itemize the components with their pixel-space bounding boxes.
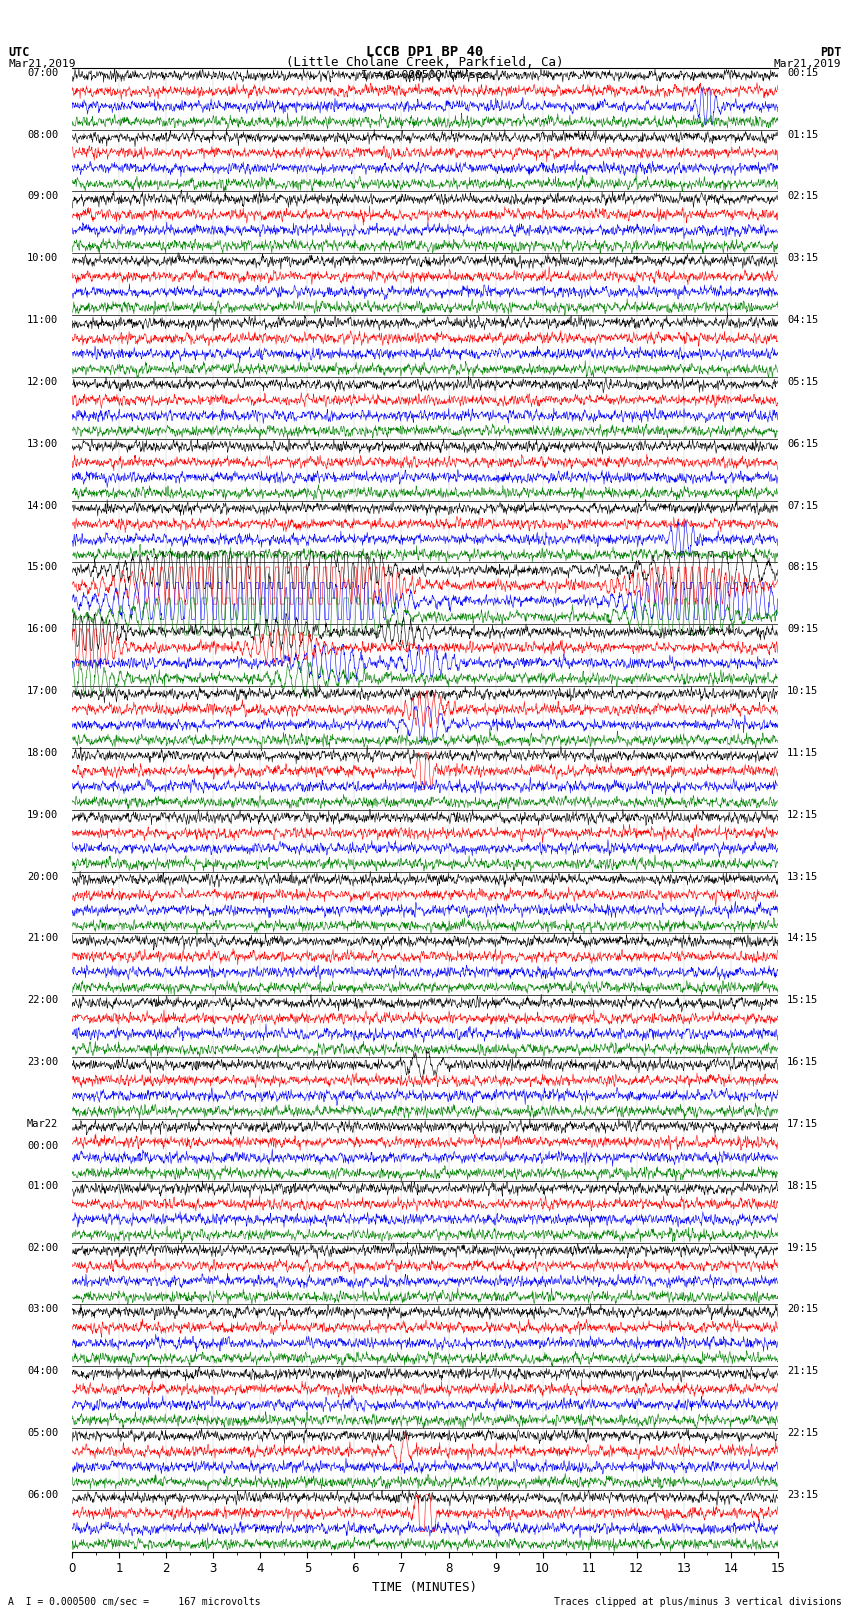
Text: 12:15: 12:15 [787, 810, 819, 819]
Text: 20:15: 20:15 [787, 1305, 819, 1315]
Text: 08:00: 08:00 [27, 129, 58, 140]
Text: Mar21,2019: Mar21,2019 [8, 60, 76, 69]
Text: 05:15: 05:15 [787, 377, 819, 387]
Text: 16:15: 16:15 [787, 1057, 819, 1068]
Text: 00:15: 00:15 [787, 68, 819, 77]
Text: 22:15: 22:15 [787, 1428, 819, 1439]
Text: LCCB DP1 BP 40: LCCB DP1 BP 40 [366, 45, 484, 58]
Text: 21:15: 21:15 [787, 1366, 819, 1376]
Text: 18:00: 18:00 [27, 748, 58, 758]
Text: 01:00: 01:00 [27, 1181, 58, 1190]
Text: 19:15: 19:15 [787, 1242, 819, 1253]
Text: A  I = 0.000500 cm/sec =     167 microvolts: A I = 0.000500 cm/sec = 167 microvolts [8, 1597, 261, 1607]
Text: 18:15: 18:15 [787, 1181, 819, 1190]
Text: Mar22: Mar22 [27, 1119, 58, 1129]
Text: 05:00: 05:00 [27, 1428, 58, 1439]
Text: 21:00: 21:00 [27, 934, 58, 944]
Text: 11:15: 11:15 [787, 748, 819, 758]
Text: 07:00: 07:00 [27, 68, 58, 77]
Text: 19:00: 19:00 [27, 810, 58, 819]
Text: 03:00: 03:00 [27, 1305, 58, 1315]
Text: PDT: PDT [820, 45, 842, 58]
Text: 12:00: 12:00 [27, 377, 58, 387]
Text: 04:15: 04:15 [787, 315, 819, 326]
Text: 06:00: 06:00 [27, 1490, 58, 1500]
Text: 23:15: 23:15 [787, 1490, 819, 1500]
Text: 09:00: 09:00 [27, 192, 58, 202]
Text: 06:15: 06:15 [787, 439, 819, 448]
Text: Traces clipped at plus/minus 3 vertical divisions: Traces clipped at plus/minus 3 vertical … [553, 1597, 842, 1607]
Text: 15:15: 15:15 [787, 995, 819, 1005]
Text: 20:00: 20:00 [27, 871, 58, 882]
Text: 10:15: 10:15 [787, 686, 819, 697]
Text: 22:00: 22:00 [27, 995, 58, 1005]
Text: (Little Cholane Creek, Parkfield, Ca): (Little Cholane Creek, Parkfield, Ca) [286, 56, 564, 69]
Text: 00:00: 00:00 [27, 1140, 58, 1150]
Text: 14:15: 14:15 [787, 934, 819, 944]
Text: 07:15: 07:15 [787, 500, 819, 511]
Text: 02:15: 02:15 [787, 192, 819, 202]
Text: 17:15: 17:15 [787, 1119, 819, 1129]
Text: UTC: UTC [8, 45, 30, 58]
Text: 14:00: 14:00 [27, 500, 58, 511]
Text: Mar21,2019: Mar21,2019 [774, 60, 842, 69]
Text: 23:00: 23:00 [27, 1057, 58, 1068]
Text: 13:00: 13:00 [27, 439, 58, 448]
Text: 01:15: 01:15 [787, 129, 819, 140]
Text: 13:15: 13:15 [787, 871, 819, 882]
Text: 03:15: 03:15 [787, 253, 819, 263]
Text: 08:15: 08:15 [787, 563, 819, 573]
Text: 17:00: 17:00 [27, 686, 58, 697]
Text: 02:00: 02:00 [27, 1242, 58, 1253]
Text: 10:00: 10:00 [27, 253, 58, 263]
Text: I = 0.000500 cm/sec: I = 0.000500 cm/sec [361, 69, 489, 79]
Text: 11:00: 11:00 [27, 315, 58, 326]
Text: 15:00: 15:00 [27, 563, 58, 573]
Text: 04:00: 04:00 [27, 1366, 58, 1376]
Text: 16:00: 16:00 [27, 624, 58, 634]
Text: 09:15: 09:15 [787, 624, 819, 634]
X-axis label: TIME (MINUTES): TIME (MINUTES) [372, 1581, 478, 1594]
